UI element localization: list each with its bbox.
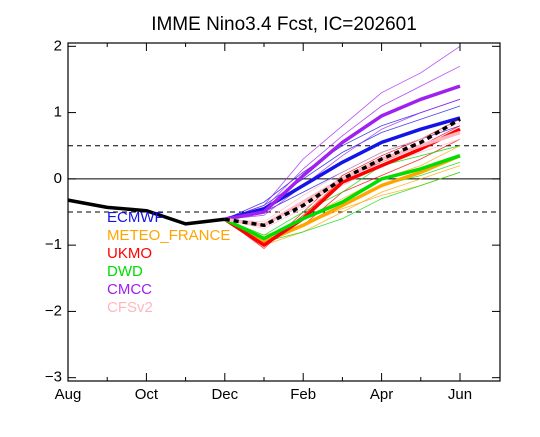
y-tick-label: −3 bbox=[45, 369, 62, 386]
reference-series-line bbox=[224, 117, 461, 228]
y-tick-label: 0 bbox=[54, 170, 62, 187]
model-mean-line bbox=[224, 154, 461, 241]
model-mean-line bbox=[224, 84, 461, 222]
member-line bbox=[224, 145, 461, 236]
legend-label: METEO_FRANCE bbox=[107, 227, 230, 244]
member-line bbox=[224, 45, 461, 220]
plot-frame bbox=[67, 42, 501, 382]
legend-label: CMCC bbox=[107, 281, 152, 298]
legend-label: ECMWF bbox=[107, 209, 164, 226]
reference-series-line bbox=[67, 198, 226, 226]
member-line bbox=[224, 138, 461, 230]
x-tick-label: Apr bbox=[370, 386, 393, 403]
chart-title: IMME Nino3.4 Fcst, IC=202601 bbox=[151, 14, 417, 35]
y-tick-label: 2 bbox=[54, 37, 62, 54]
y-tick-label: −1 bbox=[45, 236, 62, 253]
x-tick-label: Oct bbox=[135, 386, 159, 403]
member-line bbox=[224, 122, 461, 223]
model-mean-line bbox=[223, 154, 461, 244]
model-mean-line bbox=[223, 127, 461, 247]
x-tick-label: Dec bbox=[211, 386, 238, 403]
member-line bbox=[224, 98, 461, 220]
y-tick-label: −2 bbox=[45, 302, 62, 319]
legend-label: UKMO bbox=[107, 245, 152, 262]
y-tick-label: 1 bbox=[54, 104, 62, 121]
x-tick-label: Feb bbox=[290, 386, 316, 403]
x-tick-label: Jun bbox=[448, 386, 472, 403]
legend-label: DWD bbox=[107, 263, 143, 280]
plot-area bbox=[67, 45, 500, 250]
legend-label: CFSv2 bbox=[107, 299, 153, 316]
x-tick-label: Aug bbox=[55, 386, 82, 403]
model-mean-line bbox=[224, 116, 461, 221]
